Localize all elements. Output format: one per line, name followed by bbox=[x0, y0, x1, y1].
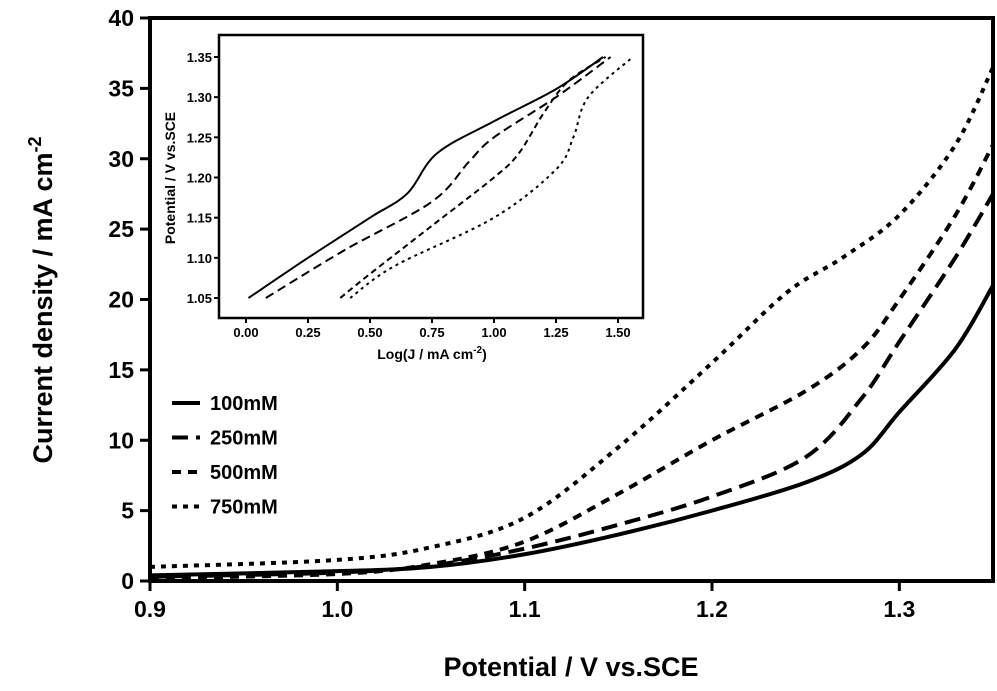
main-x-tick-label: 1.2 bbox=[696, 596, 728, 622]
main-y-axis-title-sup: -2 bbox=[25, 136, 45, 152]
main-y-tick-label: 20 bbox=[108, 287, 134, 313]
inset-x-ticks: 0.00 0.25 0.50 0.75 1.00 1.25 1.50 bbox=[233, 318, 631, 340]
main-series-group bbox=[149, 66, 995, 581]
legend-label-500mM: 500mM bbox=[210, 462, 278, 484]
main-plot: 0.9 1.0 1.1 1.2 1.3 0 5 10 15 20 25 30 35 40 Potenti… bbox=[25, 5, 995, 682]
inset-x-tick-label: 0.00 bbox=[233, 325, 258, 340]
inset-x-tick-label: 0.50 bbox=[357, 325, 382, 340]
inset-y-tick-label: 1.15 bbox=[187, 211, 212, 226]
main-series-line-500mM bbox=[149, 143, 995, 581]
inset-x-axis-title-sup: -2 bbox=[473, 345, 482, 356]
inset-y-tick-label: 1.35 bbox=[187, 50, 212, 65]
inset-series-line-250mM bbox=[265, 56, 612, 299]
inset-series-line-500mM bbox=[339, 56, 607, 299]
main-y-tick-label: 10 bbox=[108, 427, 134, 453]
main-x-axis-title: Potential / V vs.SCE bbox=[443, 652, 698, 682]
main-y-tick-label: 25 bbox=[108, 216, 134, 242]
inset-x-axis-title-end: ) bbox=[482, 346, 487, 362]
main-x-tick-label: 1.3 bbox=[883, 596, 915, 622]
inset-plot: 0.00 0.25 0.50 0.75 1.00 1.25 1.50 1.05 1.10 1.1… bbox=[162, 33, 645, 362]
inset-series-group bbox=[247, 56, 634, 299]
inset-y-ticks: 1.05 1.10 1.15 1.20 1.25 1.30 1.35 bbox=[187, 50, 219, 306]
main-y-axis-title-text: Current density / mA cm bbox=[28, 152, 58, 463]
inset-x-tick-label: 1.25 bbox=[543, 325, 568, 340]
main-y-tick-label: 30 bbox=[108, 146, 134, 172]
inset-y-tick-label: 1.05 bbox=[187, 291, 212, 306]
main-y-tick-label: 0 bbox=[121, 568, 134, 594]
inset-x-tick-label: 1.50 bbox=[605, 325, 630, 340]
main-x-ticks: 0.9 1.0 1.1 1.2 1.3 bbox=[134, 581, 915, 622]
legend-label-750mM: 750mM bbox=[210, 497, 278, 519]
inset-x-tick-label: 0.25 bbox=[295, 325, 320, 340]
main-y-axis-title: Current density / mA cm-2 bbox=[25, 136, 58, 463]
legend-label-100mM: 100mM bbox=[210, 393, 278, 415]
main-x-tick-label: 1.1 bbox=[509, 596, 541, 622]
main-y-tick-label: 15 bbox=[108, 357, 134, 383]
inset-x-tick-label: 1.00 bbox=[481, 325, 506, 340]
main-x-tick-label: 1.0 bbox=[321, 596, 353, 622]
inset-x-tick-label: 0.75 bbox=[419, 325, 444, 340]
main-series-line-750mM bbox=[149, 66, 995, 569]
inset-y-tick-label: 1.25 bbox=[187, 130, 212, 145]
inset-x-axis-title-text: Log(J / mA cm bbox=[377, 346, 473, 362]
legend: 100mM 250mM 500mM 750mM bbox=[172, 393, 278, 519]
inset-y-tick-label: 1.30 bbox=[187, 90, 212, 105]
inset-y-tick-label: 1.10 bbox=[187, 251, 212, 266]
main-y-tick-label: 35 bbox=[108, 75, 134, 101]
inset-y-tick-label: 1.20 bbox=[187, 171, 212, 186]
main-x-tick-label: 0.9 bbox=[134, 596, 166, 622]
legend-label-250mM: 250mM bbox=[210, 428, 278, 450]
main-y-tick-label: 5 bbox=[121, 498, 134, 524]
main-y-tick-label: 40 bbox=[108, 5, 134, 31]
inset-series-line-100mM bbox=[247, 56, 604, 299]
inset-series-line-750mM bbox=[349, 56, 634, 299]
inset-x-axis-title: Log(J / mA cm-2) bbox=[377, 345, 487, 362]
inset-y-axis-title: Potential / V vs.SCE bbox=[162, 112, 178, 244]
main-y-ticks: 0 5 10 15 20 25 30 35 40 bbox=[108, 5, 150, 594]
